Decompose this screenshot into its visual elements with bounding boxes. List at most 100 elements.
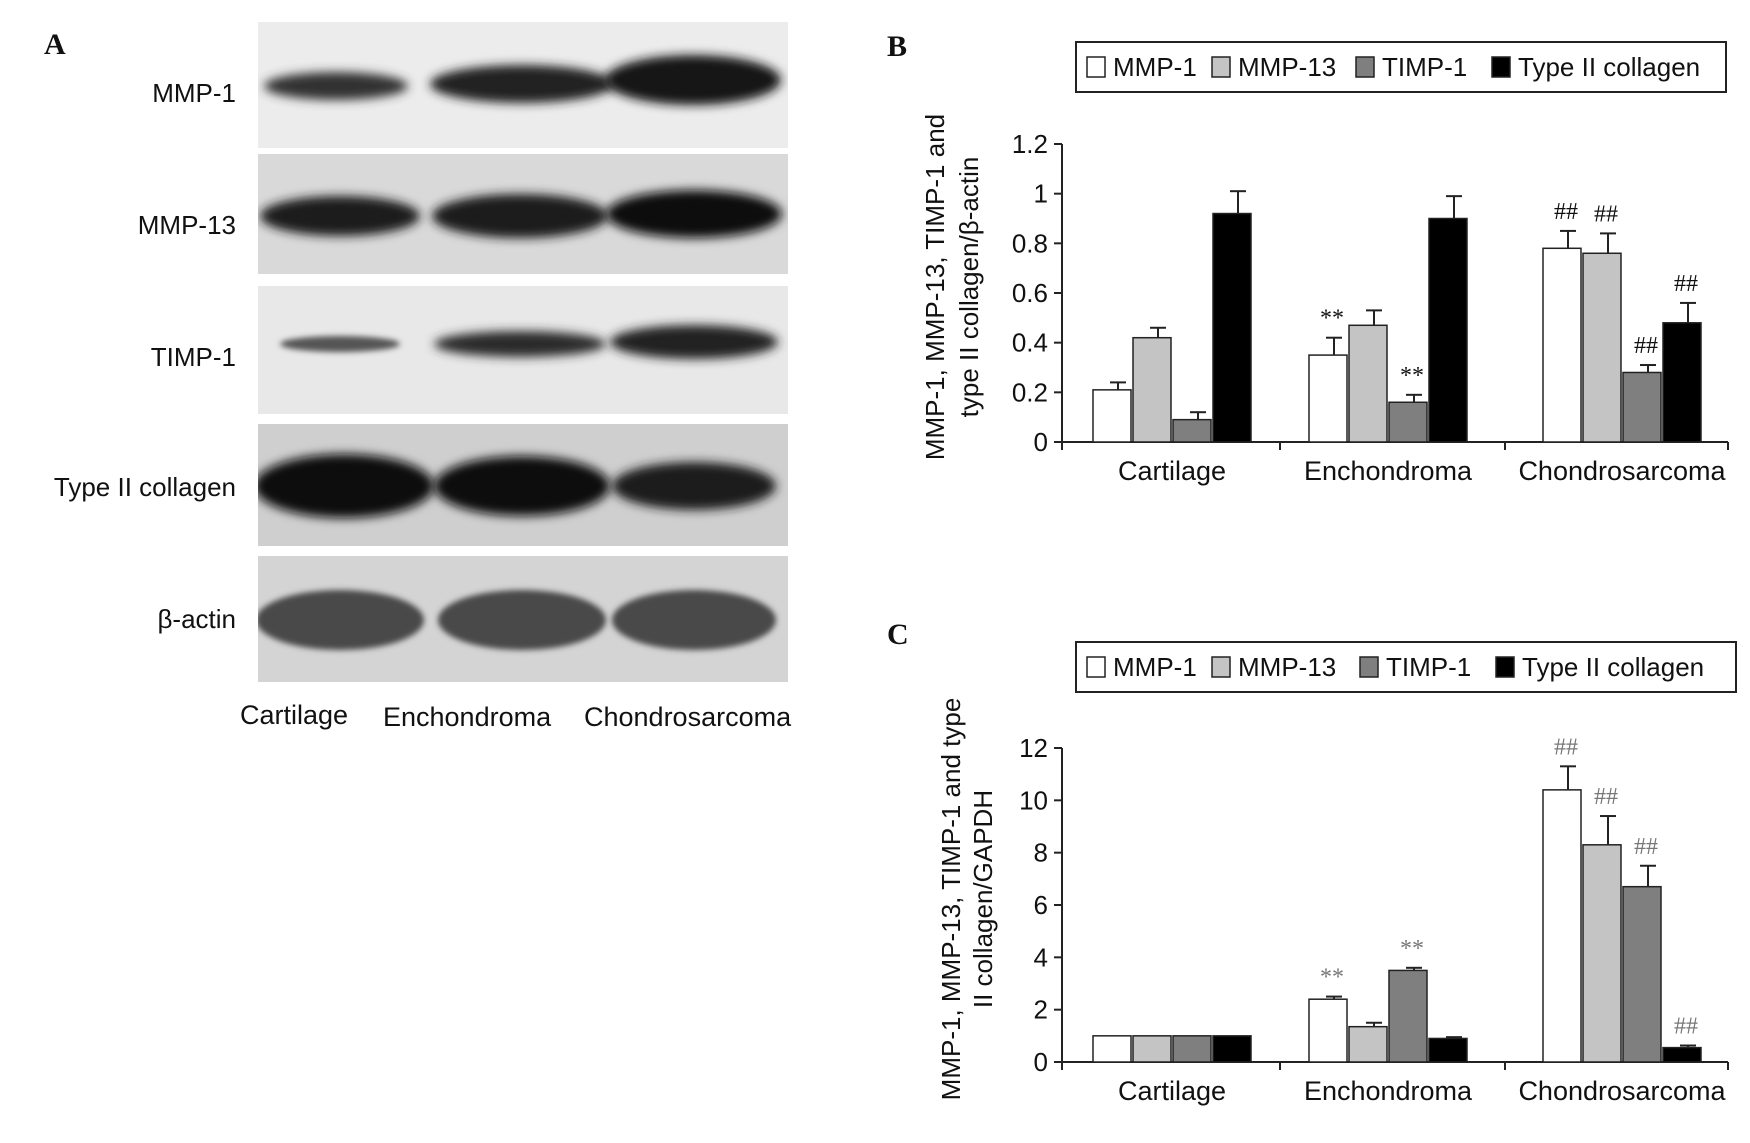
bar-cartilage-mmp-1 <box>1092 389 1132 443</box>
blot-strip-type2-collagen <box>258 424 788 546</box>
band <box>612 462 776 510</box>
legend-label-mmp-1: MMP-1 <box>1113 52 1197 82</box>
y-tick-label: 2 <box>1034 995 1048 1025</box>
x-tick-label-cartilage: Cartilage <box>1118 1076 1226 1106</box>
band <box>434 456 610 516</box>
y-tick-label: 0.4 <box>1012 328 1048 358</box>
bar-chondrosarcoma-timp-1 <box>1622 371 1662 443</box>
legend-swatch-timp-1 <box>1355 56 1375 78</box>
band <box>258 454 434 518</box>
band <box>610 325 778 359</box>
band <box>438 590 606 650</box>
chart-b: MMP-1 MMP-13 TIMP-1 Type II collagen MMP-1, … <box>920 41 1729 486</box>
y-tick-label: 0.2 <box>1012 377 1048 407</box>
lane-label-chondrosarcoma: Chondrosarcoma <box>584 702 792 732</box>
significance-marker: ## <box>1594 784 1618 810</box>
y-tick-label: 0.6 <box>1012 278 1048 308</box>
panel-b-letter: B <box>887 30 908 63</box>
legend-swatch-mmp-13 <box>1211 56 1231 78</box>
blot-strip-timp1 <box>258 286 788 414</box>
bar-chondrosarcoma-timp-1 <box>1622 885 1662 1063</box>
x-tick-label-enchondroma: Enchondroma <box>1304 1076 1473 1106</box>
band <box>432 194 608 238</box>
x-tick-label-chondrosarcoma: Chondrosarcoma <box>1518 1076 1726 1106</box>
y-tick-label: 8 <box>1034 838 1048 868</box>
x-tick-label-chondrosarcoma: Chondrosarcoma <box>1518 456 1726 486</box>
band <box>430 65 614 103</box>
x-tick-label-cartilage: Cartilage <box>1118 456 1226 486</box>
legend-swatch-mmp-1 <box>1086 656 1106 678</box>
legend-label-mmp-13: MMP-13 <box>1238 652 1336 682</box>
legend-swatch-type-ii-collagen <box>1495 656 1515 678</box>
lane-label-enchondroma: Enchondroma <box>383 702 552 732</box>
bar-cartilage-timp-1 <box>1172 418 1212 443</box>
y-axis-label: MMP-1, MMP-13, TIMP-1 and <box>920 114 950 460</box>
y-tick-label: 4 <box>1034 942 1048 972</box>
significance-marker: ## <box>1674 1014 1698 1040</box>
legend-label-mmp-13: MMP-13 <box>1238 52 1336 82</box>
blot-label-beta-actin: β-actin <box>157 604 236 634</box>
bar-cartilage-timp-1 <box>1172 1035 1212 1063</box>
bar-cartilage-type-ii-collagen <box>1212 1035 1252 1063</box>
legend-swatch-timp-1 <box>1359 656 1379 678</box>
y-axis-label: MMP-1, MMP-13, TIMP-1 and type <box>936 698 966 1101</box>
band <box>258 590 424 650</box>
bar-enchondroma-timp-1 <box>1388 969 1428 1063</box>
y-tick-label: 0 <box>1034 427 1048 457</box>
chart-c: MMP-1 MMP-13 TIMP-1 Type II collagen MMP-1, … <box>936 641 1737 1106</box>
band <box>280 336 400 352</box>
band <box>605 55 781 105</box>
x-tick-label-enchondroma: Enchondroma <box>1304 456 1473 486</box>
legend-swatch-mmp-13 <box>1211 656 1231 678</box>
y-axis-label: type II collagen/β-actin <box>954 157 984 418</box>
panel-c-letter: C <box>887 618 909 651</box>
y-tick-label: 1.2 <box>1012 129 1048 159</box>
band <box>260 196 420 236</box>
legend-label-timp-1: TIMP-1 <box>1386 652 1471 682</box>
band <box>612 590 776 650</box>
y-tick-label: 1 <box>1034 179 1048 209</box>
significance-marker: ## <box>1594 201 1618 227</box>
bar-cartilage-mmp-13 <box>1132 336 1172 443</box>
legend-swatch-type-ii-collagen <box>1491 56 1511 78</box>
y-tick-label: 10 <box>1019 785 1048 815</box>
bar-cartilage-mmp-1 <box>1092 1035 1132 1063</box>
bar-chondrosarcoma-mmp-1 <box>1542 789 1582 1063</box>
legend: MMP-1 MMP-13 TIMP-1 Type II collagen <box>1075 641 1737 693</box>
bar-chondrosarcoma-mmp-13 <box>1582 844 1622 1063</box>
lane-label-cartilage: Cartilage <box>240 700 349 730</box>
band <box>606 190 782 238</box>
panel-a-letter: A <box>44 28 66 61</box>
bar-chondrosarcoma-type-ii-collagen <box>1662 322 1702 443</box>
significance-marker: ** <box>1320 965 1344 991</box>
band <box>434 331 606 357</box>
blot-label-type2-collagen: Type II collagen <box>53 472 236 502</box>
bar-cartilage-mmp-13 <box>1132 1035 1172 1063</box>
bar-enchondroma-mmp-1 <box>1308 354 1348 443</box>
significance-marker: ## <box>1674 271 1698 297</box>
legend-label-type-ii-collagen: Type II collagen <box>1518 52 1700 82</box>
legend-box <box>1075 641 1737 693</box>
y-tick-label: 0.8 <box>1012 228 1048 258</box>
significance-marker: ## <box>1634 333 1658 359</box>
blot-strip-mmp1 <box>258 22 788 148</box>
legend-label-type-ii-collagen: Type II collagen <box>1522 652 1704 682</box>
significance-marker: ** <box>1400 363 1424 389</box>
bar-enchondroma-mmp-1 <box>1308 998 1348 1063</box>
legend-label-mmp-1: MMP-1 <box>1113 652 1197 682</box>
blot-label-mmp13: MMP-13 <box>137 210 236 240</box>
legend-swatch-mmp-1 <box>1086 56 1106 78</box>
legend-label-timp-1: TIMP-1 <box>1382 52 1467 82</box>
blot-label-mmp1: MMP-1 <box>152 78 236 108</box>
y-axis-label: II collagen/GAPDH <box>968 790 998 1008</box>
blot-label-timp1: TIMP-1 <box>150 342 236 372</box>
significance-marker: ** <box>1400 936 1424 962</box>
bar-chondrosarcoma-mmp-1 <box>1542 247 1582 443</box>
bar-enchondroma-type-ii-collagen <box>1428 1037 1468 1063</box>
bar-chondrosarcoma-type-ii-collagen <box>1662 1046 1702 1063</box>
band <box>264 72 408 100</box>
bar-enchondroma-mmp-13 <box>1348 1025 1388 1063</box>
bar-enchondroma-mmp-13 <box>1348 324 1388 443</box>
legend-box <box>1075 41 1727 93</box>
y-tick-label: 0 <box>1034 1047 1048 1077</box>
